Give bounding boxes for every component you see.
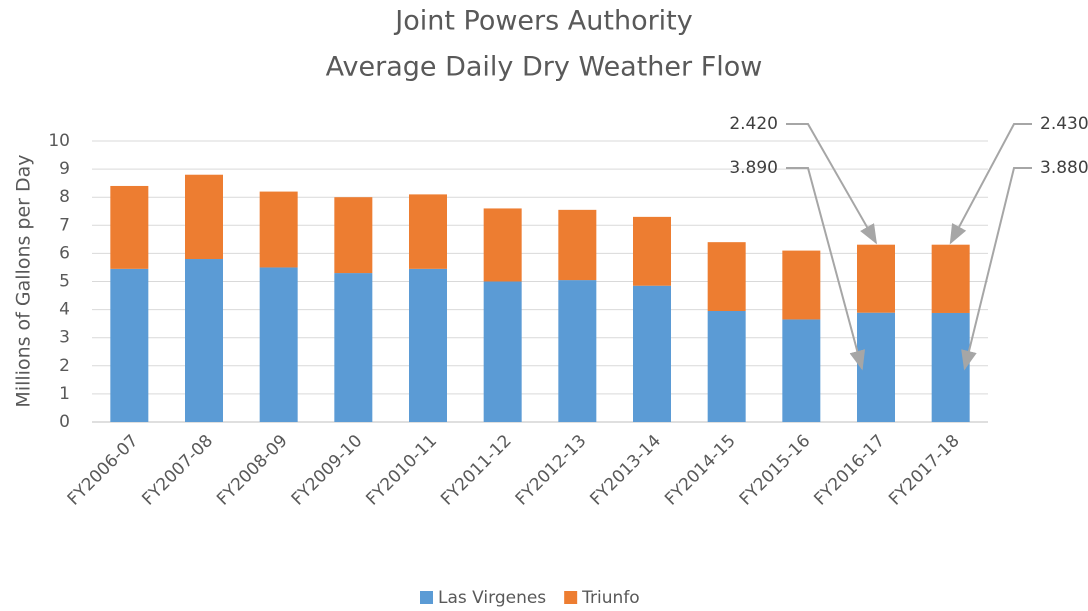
x-tick-label: FY2017-18 [885, 431, 964, 510]
bar-segment [259, 191, 298, 268]
x-tick-label: FY2011-12 [437, 431, 516, 510]
chart-title: Average Daily Dry Weather Flow [326, 52, 763, 83]
x-tick-label: FY2015-16 [736, 431, 815, 510]
data-label: 2.420 [729, 114, 778, 134]
x-tick-label: FY2013-14 [586, 431, 665, 510]
legend-label: Las Virgenes [438, 588, 546, 608]
x-tick-label: FY2008-09 [213, 431, 292, 510]
bar-segment [259, 267, 298, 422]
legend-swatch [420, 591, 433, 604]
bar-segment [483, 208, 522, 282]
y-tick-label: 0 [59, 412, 70, 432]
data-label: 3.880 [1040, 158, 1088, 178]
y-axis-label: Millions of Gallons per Day [13, 154, 35, 407]
y-tick-label: 9 [59, 159, 70, 179]
bar-segment [110, 268, 149, 422]
bar-segment [782, 319, 821, 422]
annotation-arrow [949, 123, 1032, 245]
x-tick-label: FY2010-11 [362, 431, 441, 510]
bar-segment [931, 244, 970, 313]
x-tick-label: FY2006-07 [64, 431, 143, 510]
x-tick-label: FY2009-10 [288, 431, 367, 510]
bar-segment [707, 242, 746, 312]
annotation-arrow [961, 167, 1032, 371]
bar-segment [185, 259, 223, 422]
bar-segment [558, 280, 597, 422]
bar-segment [857, 244, 895, 313]
x-tick-label: FY2016-17 [810, 431, 889, 510]
legend-label: Triunfo [581, 588, 640, 608]
y-tick-label: 3 [59, 328, 70, 348]
bar-segment [707, 311, 746, 422]
bar-segment [483, 281, 522, 422]
y-tick-label: 7 [59, 215, 70, 235]
y-tick-label: 10 [48, 131, 70, 151]
bar-segment [334, 273, 373, 422]
legend-swatch [564, 591, 578, 604]
bar-segment [409, 194, 447, 269]
x-tick-label: FY2012-13 [512, 431, 591, 510]
bar-segment [185, 174, 223, 260]
y-tick-label: 4 [59, 300, 70, 320]
bar-segment [110, 185, 149, 269]
y-tick-label: 5 [59, 272, 70, 292]
bar-segment [558, 209, 597, 281]
bar-segment [334, 197, 373, 274]
data-label: 2.430 [1040, 114, 1088, 134]
bar-segment [633, 216, 671, 286]
x-tick-label: FY2007-08 [138, 431, 217, 510]
x-tick-label: FY2014-15 [661, 431, 740, 510]
data-label: 3.890 [729, 158, 778, 178]
bar-segment [782, 250, 821, 320]
annotation-arrow [786, 123, 877, 245]
y-tick-label: 2 [59, 356, 70, 376]
annotation-arrow [786, 167, 866, 371]
y-tick-label: 1 [59, 384, 70, 404]
bar-segment [409, 268, 447, 422]
y-tick-label: 8 [59, 187, 70, 207]
chart-title: Joint Powers Authority [393, 6, 693, 37]
bar-segment [633, 285, 671, 422]
y-tick-label: 6 [59, 243, 70, 263]
bar-segment [857, 312, 895, 422]
